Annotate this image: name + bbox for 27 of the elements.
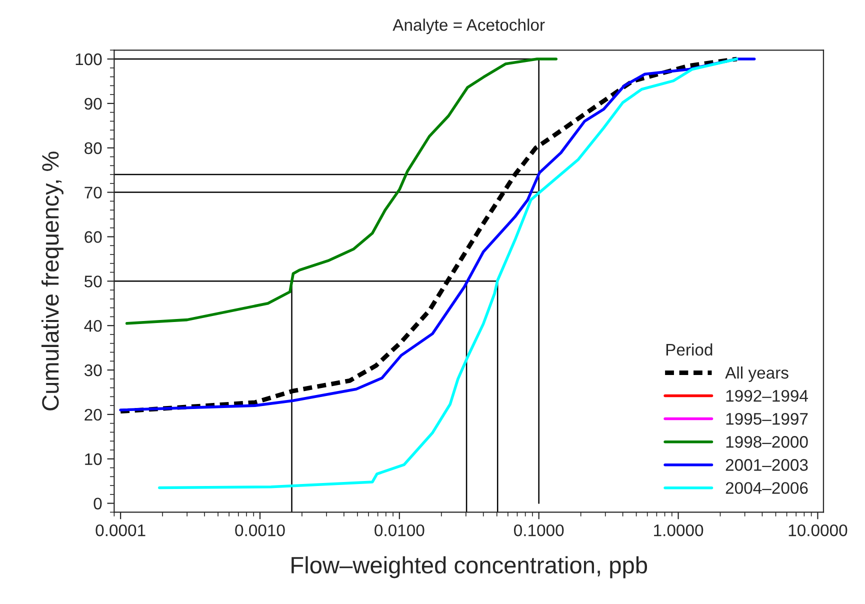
y-tick-label: 80 (84, 142, 102, 154)
y-tick-label: 70 (84, 186, 102, 199)
y-tick-label: 40 (84, 320, 102, 332)
y-tick-label: 30 (84, 364, 102, 376)
y-tick-label: 100 (76, 53, 102, 66)
legend-label: 2004–2006 (726, 482, 808, 494)
x-tick-label: 0.0001 (96, 524, 146, 536)
x-tick-label: 0.1000 (514, 524, 564, 536)
x-axis-title: Flow–weighted concentration, ppb (292, 556, 648, 578)
legend-label: All years (725, 366, 788, 382)
x-tick-label: 10.0000 (788, 524, 848, 536)
y-tick-label: 10 (85, 453, 102, 466)
x-tick-label: 0.0100 (374, 524, 424, 536)
legend-label: 2001–2003 (726, 459, 808, 471)
y-tick-label: 90 (84, 98, 102, 110)
legend-label: 1998–2000 (726, 436, 808, 448)
x-tick-label: 1.0000 (654, 524, 704, 536)
chart-title: Analyte = Acetochlor (392, 18, 545, 34)
legend-title: Period (666, 343, 712, 356)
y-tick-label: 50 (84, 276, 102, 288)
legend-label: 1992–1994 (726, 390, 808, 402)
y-axis-title: Cumulative frequency, % (41, 152, 64, 410)
y-tick-label: 60 (84, 231, 102, 243)
x-tick-label: 0.0010 (235, 524, 285, 536)
y-tick-label: 0 (94, 498, 102, 510)
y-tick-label: 20 (84, 408, 102, 421)
legend-label: 1995–1997 (726, 412, 808, 425)
